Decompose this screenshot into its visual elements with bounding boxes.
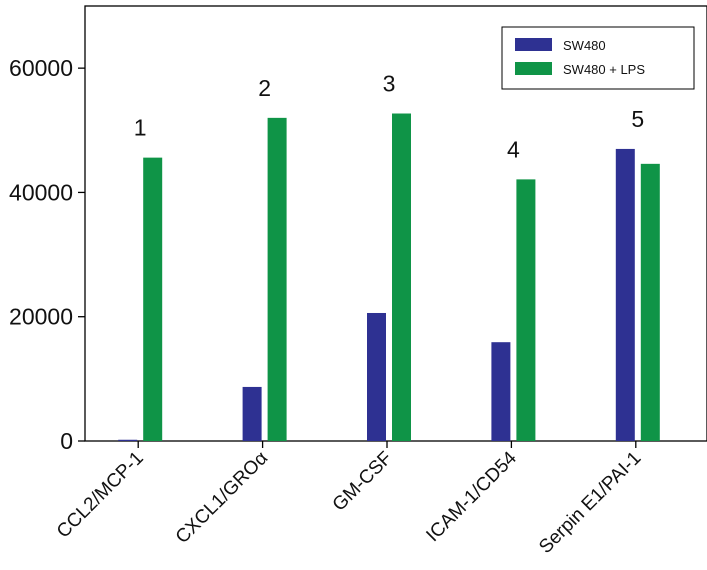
x-tick-label: CXCL1/GROα: [172, 448, 272, 548]
y-tick-label: 40000: [9, 179, 73, 205]
bar-group-number: 2: [258, 75, 271, 101]
bar-sw480: [118, 439, 138, 441]
bar-group-number: 4: [507, 136, 520, 162]
bar-sw480-lps: [516, 179, 536, 441]
bar-sw480: [242, 386, 262, 441]
bar-sw480-lps: [392, 113, 411, 441]
bar-sw480: [367, 312, 386, 441]
x-tick-label: Serpin E1/PAI-1: [535, 448, 645, 558]
legend: SW480 SW480 + LPS: [501, 26, 695, 90]
bar-sw480: [615, 148, 635, 441]
legend-label-sw480-lps: SW480 + LPS: [563, 62, 645, 77]
y-tick-label: 60000: [9, 55, 73, 81]
legend-swatch-sw480: [515, 38, 552, 51]
x-tick-label: CCL2/MCP-1: [53, 448, 148, 543]
bar-sw480-lps: [640, 163, 660, 442]
legend-swatch-sw480-lps: [515, 62, 552, 75]
bar-sw480-lps: [143, 157, 163, 441]
bar-group-number: 3: [383, 71, 396, 97]
bar-annotations: 1 2 3 4 5: [134, 71, 644, 163]
y-axis: 0 20000 40000 60000: [9, 55, 85, 454]
legend-label-sw480: SW480: [563, 38, 606, 53]
y-tick-label: 20000: [9, 304, 73, 330]
bar-sw480: [491, 342, 511, 441]
legend-box: [501, 26, 695, 90]
x-axis: CCL2/MCP-1 CXCL1/GROα GM-CSF ICAM-1/CD54 Ser…: [53, 441, 645, 558]
bar-group-number: 5: [631, 106, 644, 132]
bar-group-number: 1: [134, 115, 147, 141]
x-tick-label: ICAM-1/CD54: [422, 447, 521, 546]
y-tick-label: 0: [60, 428, 73, 454]
bar-sw480-lps: [267, 117, 287, 441]
x-tick-label: GM-CSF: [329, 448, 397, 516]
bars: [118, 113, 660, 442]
